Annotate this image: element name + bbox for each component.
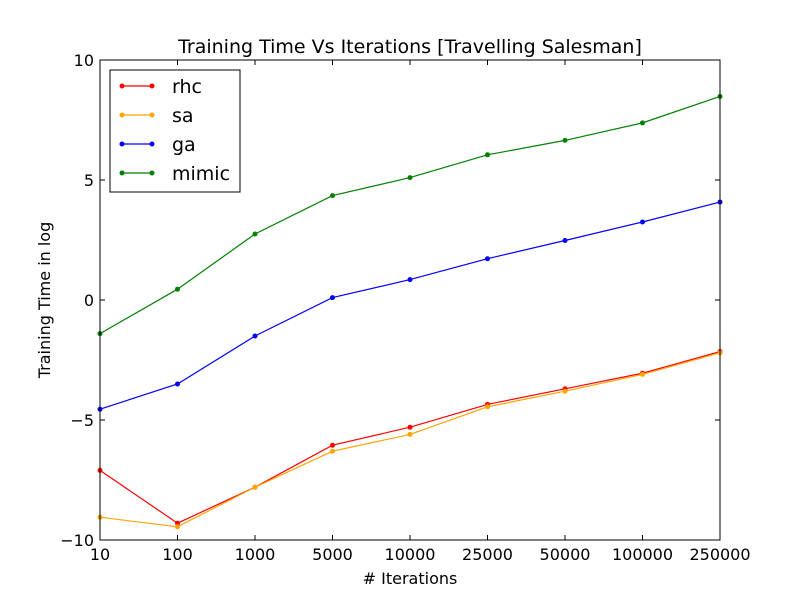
- legend-item-mimic: mimic: [119, 163, 230, 185]
- data-point-mimic: [485, 152, 490, 158]
- legend-item-ga: ga: [119, 134, 196, 156]
- data-point-ga: [485, 256, 490, 262]
- legend-marker: [119, 170, 125, 176]
- y-tick-label: 0: [84, 291, 94, 310]
- series-line-sa: [99, 352, 721, 528]
- legend-marker: [119, 83, 125, 89]
- legend-label: ga: [172, 134, 196, 156]
- legend-marker: [149, 141, 155, 147]
- legend-marker: [119, 141, 125, 147]
- legend-item-sa: sa: [119, 105, 194, 127]
- data-point-rhc: [330, 442, 335, 448]
- series-ga: [97, 199, 723, 412]
- data-point-sa: [252, 484, 258, 490]
- legend-label: mimic: [172, 163, 230, 185]
- data-point-mimic: [640, 120, 645, 126]
- x-tick-label: 250000: [689, 545, 750, 564]
- data-point-mimic: [562, 137, 568, 143]
- data-point-sa: [640, 371, 645, 377]
- legend-label: rhc: [172, 76, 202, 98]
- ticks-layer: 10 100 1000 5000 10000 25000 50000 100000 250000…: [60, 51, 750, 564]
- data-point-mimic: [330, 193, 335, 199]
- y-tick-label: −10: [60, 531, 94, 550]
- data-point-sa: [485, 404, 490, 410]
- x-axis-label: # Iterations: [363, 569, 458, 588]
- x-tick-label: 100: [162, 545, 193, 564]
- x-tick-label: 50000: [540, 545, 591, 564]
- data-point-ga: [407, 277, 413, 283]
- data-point-sa: [175, 524, 180, 530]
- legend-box: [109, 69, 241, 193]
- legend-item-rhc: rhc: [119, 76, 202, 98]
- legend: rhc sa ga mimic: [109, 69, 241, 193]
- y-tick-label: −5: [70, 411, 94, 430]
- x-tick-label: 25000: [462, 545, 513, 564]
- data-point-ga: [330, 295, 335, 301]
- legend-marker: [149, 170, 155, 176]
- series-layer: [97, 93, 723, 530]
- x-tick-label: 1000: [235, 545, 276, 564]
- legend-label: sa: [172, 105, 194, 127]
- data-point-rhc: [175, 520, 180, 526]
- data-point-rhc: [407, 424, 413, 430]
- data-point-mimic: [175, 286, 180, 292]
- data-point-sa: [562, 388, 568, 394]
- x-tick-label: 5000: [312, 545, 353, 564]
- chart-title: Training Time Vs Iterations [Travelling …: [177, 36, 642, 58]
- x-tick-label: 10000: [385, 545, 436, 564]
- series-mimic: [97, 93, 723, 337]
- y-tick-label: 10: [74, 51, 94, 70]
- legend-marker: [149, 83, 155, 89]
- data-point-ga: [175, 381, 180, 387]
- y-axis-label: Training Time in log: [35, 222, 54, 380]
- x-tick-label: 10: [90, 545, 110, 564]
- data-point-mimic: [407, 175, 413, 181]
- data-point-sa: [330, 448, 335, 454]
- legend-marker: [149, 112, 155, 118]
- data-point-ga: [562, 237, 568, 243]
- legend-marker: [119, 112, 125, 118]
- data-point-ga: [252, 333, 258, 339]
- y-tick-label: 5: [84, 171, 94, 190]
- series-sa: [97, 350, 723, 530]
- data-point-mimic: [252, 231, 258, 237]
- x-tick-label: 100000: [612, 545, 673, 564]
- data-point-ga: [640, 219, 645, 225]
- data-point-sa: [407, 431, 413, 437]
